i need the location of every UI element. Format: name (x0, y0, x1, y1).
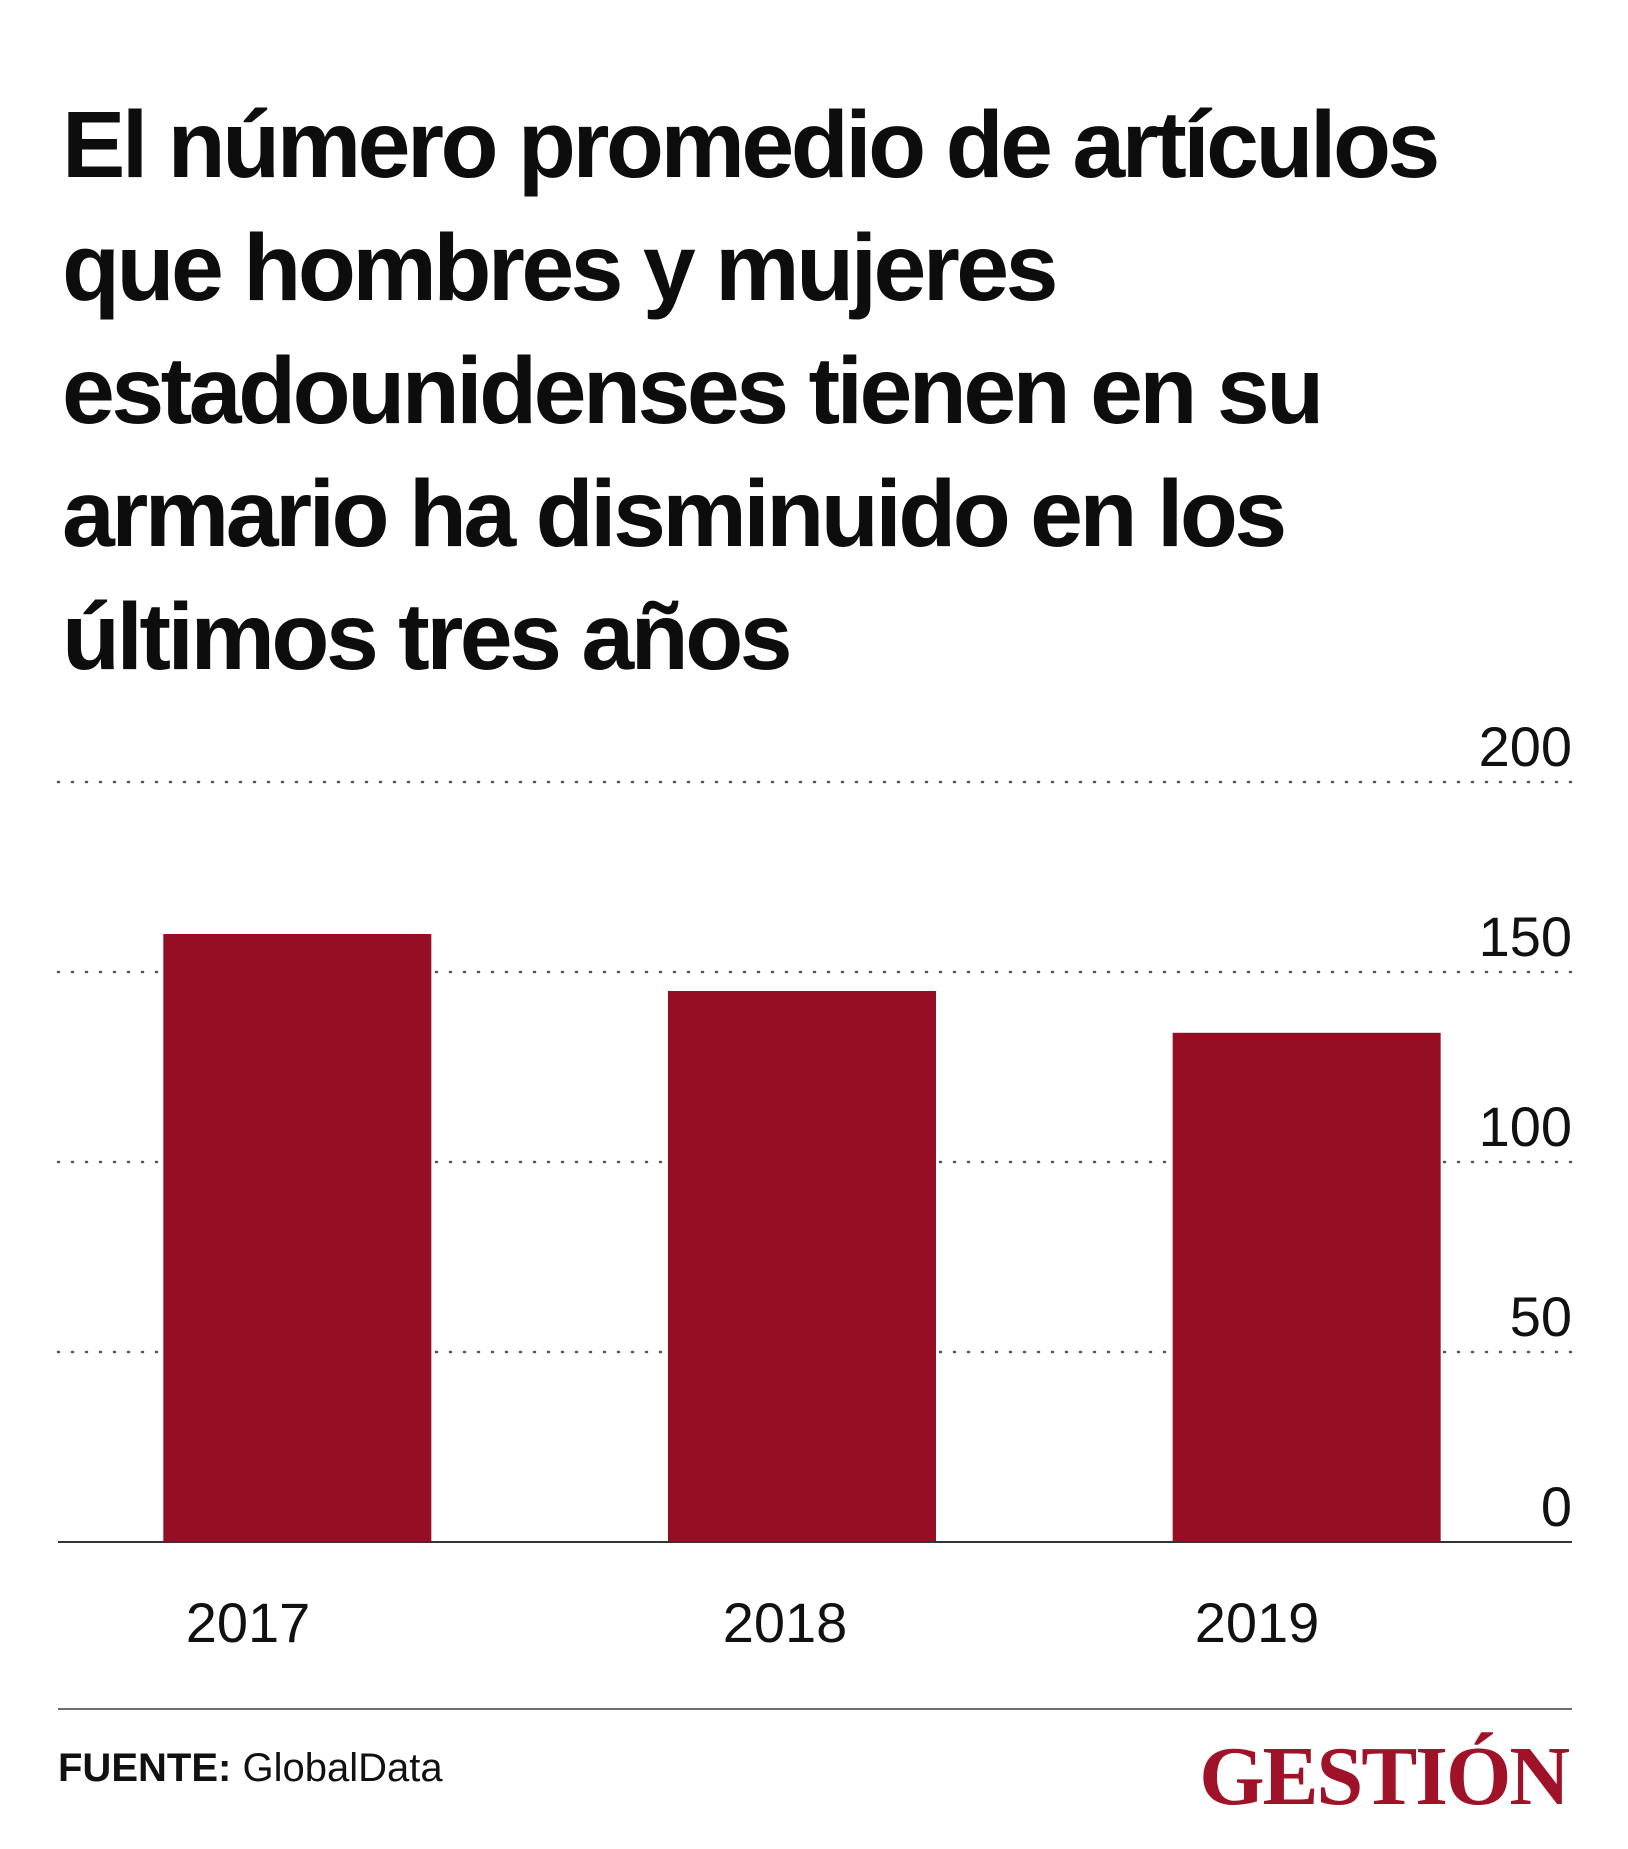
bar-2018 (668, 991, 936, 1542)
source-value: GlobalData (242, 1746, 443, 1790)
y-tick-label-200: 200 (1479, 715, 1572, 778)
x-tick-label-2019: 2019 (1195, 1591, 1320, 1650)
y-tick-label-50: 50 (1510, 1285, 1572, 1348)
gestion-logo: GESTIÓN (1199, 1730, 1570, 1823)
footer-divider (58, 1708, 1572, 1710)
bar-2017 (163, 934, 432, 1542)
bar-chart: 0 50 100 150 200 2017 2018 2019 (56, 715, 1574, 1650)
source-note: FUENTE: GlobalData (58, 1746, 443, 1791)
bar-2019 (1172, 1032, 1441, 1542)
y-tick-label-100: 100 (1479, 1095, 1572, 1158)
bars (163, 934, 1441, 1542)
x-tick-label-2018: 2018 (723, 1591, 848, 1650)
x-axis-labels: 2017 2018 2019 (186, 1591, 1320, 1650)
x-tick-label-2017: 2017 (186, 1591, 311, 1650)
y-tick-label-0: 0 (1541, 1475, 1572, 1538)
chart-title: El número promedio de artículos que homb… (62, 92, 1440, 690)
source-label: FUENTE: (58, 1746, 232, 1790)
y-axis-labels: 0 50 100 150 200 (1479, 715, 1572, 1538)
y-tick-label-150: 150 (1479, 905, 1572, 968)
